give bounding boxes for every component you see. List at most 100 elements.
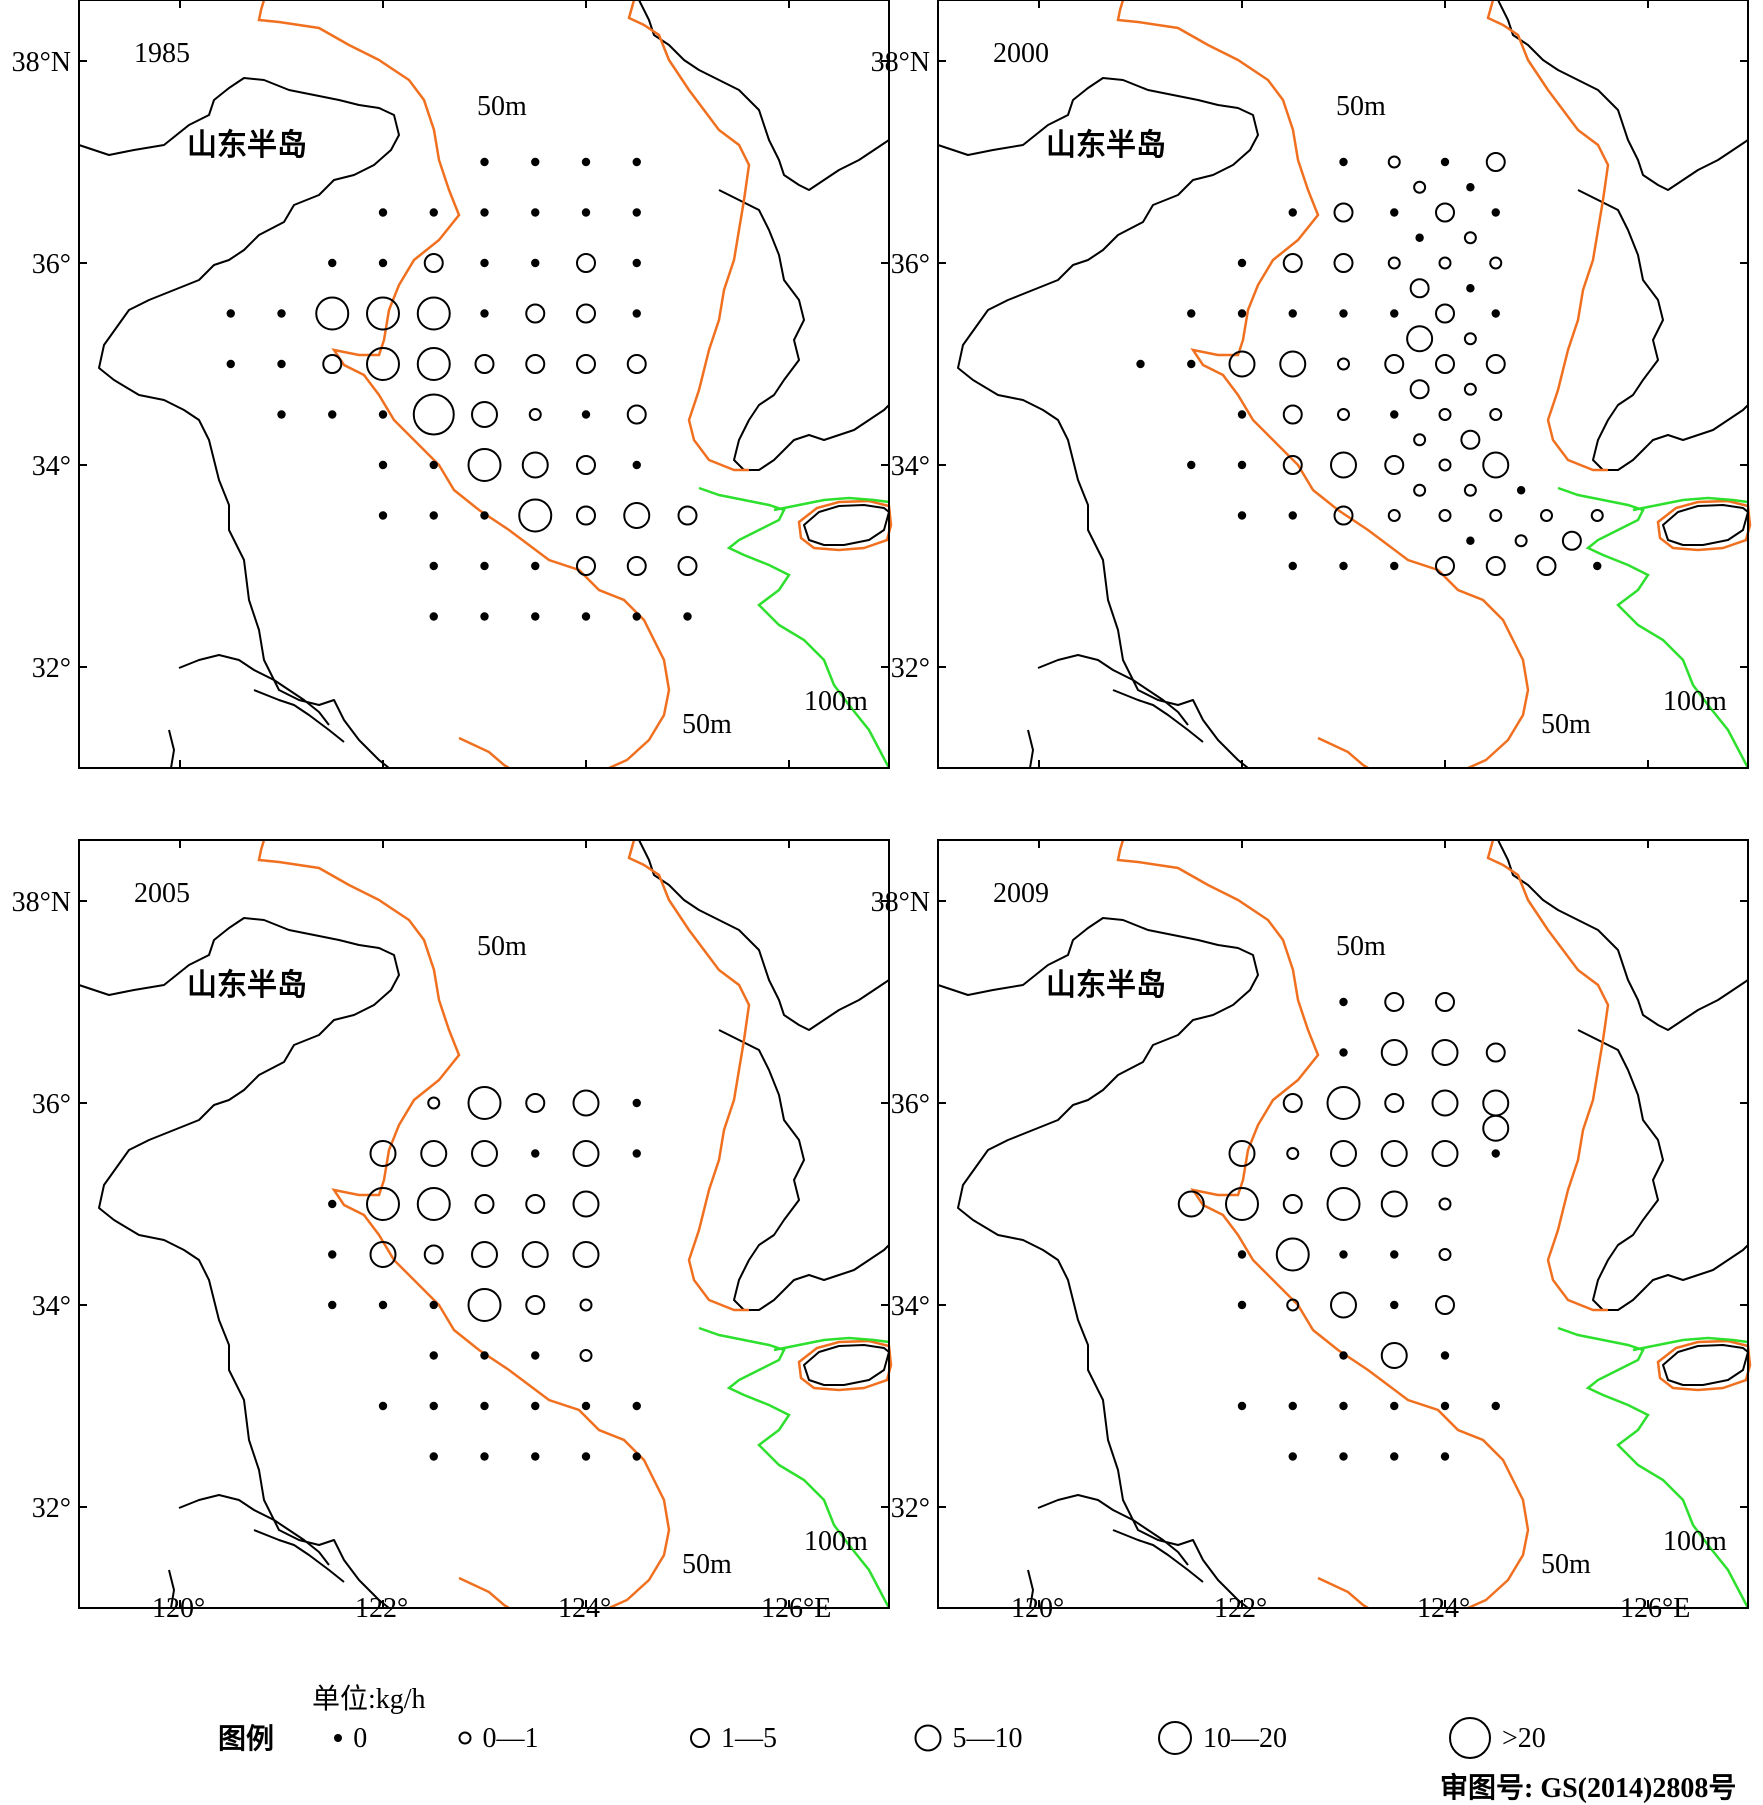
station-point xyxy=(1463,332,1477,346)
lat-tick-label: 32° xyxy=(891,653,930,684)
coastline xyxy=(1027,729,1034,769)
isobath-50m xyxy=(458,736,510,770)
lat-tick-label: 34° xyxy=(891,1291,930,1322)
station-point xyxy=(525,1093,546,1113)
station-point xyxy=(1286,1147,1300,1160)
isobath-50m-label: 50m xyxy=(1336,91,1386,122)
station-point xyxy=(1431,1039,1459,1066)
station-point xyxy=(474,1194,495,1214)
legend-symbol-zero xyxy=(334,1734,342,1742)
station-point-zero xyxy=(1288,511,1297,520)
station-point xyxy=(1438,458,1452,472)
coastline xyxy=(168,729,175,769)
station-point xyxy=(528,408,542,421)
station-point-zero xyxy=(1237,309,1247,318)
station-point xyxy=(1333,202,1354,223)
coastline xyxy=(178,1494,330,1566)
station-point xyxy=(369,1140,397,1167)
station-point xyxy=(1431,1140,1459,1167)
station-point xyxy=(576,253,596,273)
station-point-zero xyxy=(328,1199,337,1209)
station-point-zero xyxy=(531,612,540,621)
lat-tick-label: 38°N xyxy=(871,887,930,918)
station-point-zero xyxy=(1187,359,1196,369)
station-point xyxy=(1380,1039,1408,1066)
station-point-zero xyxy=(1288,309,1297,318)
lat-tick-label: 38°N xyxy=(871,47,930,78)
panel-year: 1985 xyxy=(134,38,190,69)
station-point xyxy=(420,1140,448,1167)
station-point-zero xyxy=(1390,208,1399,217)
station-point xyxy=(1333,505,1354,526)
legend-label: 10—20 xyxy=(1203,1723,1287,1754)
station-point-zero xyxy=(1237,1250,1247,1259)
station-point-zero xyxy=(429,1300,438,1310)
station-point-zero xyxy=(226,359,235,369)
lon-tick-label: 120° xyxy=(1011,1593,1064,1624)
isobath-50m-label: 50m xyxy=(682,709,732,740)
station-point xyxy=(467,1288,502,1322)
lon-tick-label: 126°E xyxy=(1620,1593,1690,1624)
lat-tick-label: 38°N xyxy=(12,47,71,78)
station-point xyxy=(471,1241,498,1268)
station-point-zero xyxy=(378,460,388,470)
station-point-zero xyxy=(1593,561,1602,571)
station-point-zero xyxy=(632,612,641,621)
lon-tick-label: 126°E xyxy=(761,1593,831,1624)
legend-label: 5—10 xyxy=(953,1723,1023,1754)
station-point xyxy=(576,556,596,576)
station-point xyxy=(572,1241,600,1268)
isobath-100m xyxy=(773,1336,890,1352)
station-point xyxy=(1380,1342,1408,1369)
legend-symbol xyxy=(1449,1717,1491,1759)
isobath-100m xyxy=(698,486,891,769)
station-point xyxy=(1282,455,1303,475)
coastline xyxy=(253,689,345,743)
station-point xyxy=(1409,278,1430,299)
legend-title: 图例 xyxy=(218,1723,274,1755)
coastline xyxy=(78,917,400,1609)
station-point xyxy=(1384,1093,1405,1113)
isobath-50m xyxy=(458,1576,510,1610)
region-label: 山东半岛 xyxy=(187,968,307,1002)
station-point xyxy=(1463,231,1477,245)
station-point xyxy=(1514,534,1528,548)
station-point xyxy=(1482,451,1510,479)
isobath-100m-label: 100m xyxy=(804,686,868,717)
station-point xyxy=(1380,1190,1408,1218)
lat-tick-label: 32° xyxy=(32,1493,71,1524)
station-point xyxy=(1561,530,1582,551)
station-point-zero xyxy=(1390,309,1399,318)
coastline xyxy=(168,1569,175,1609)
lat-tick-label: 32° xyxy=(32,653,71,684)
station-point-zero xyxy=(328,1250,337,1259)
map-panel: 1985 山东半岛 50m 50m 100m xyxy=(78,0,893,770)
station-point xyxy=(579,1349,593,1362)
station-point-zero xyxy=(1516,486,1526,495)
station-point xyxy=(412,393,455,436)
station-point-zero xyxy=(632,1098,641,1108)
station-point-zero xyxy=(1440,1401,1450,1411)
station-point xyxy=(576,303,596,324)
station-point xyxy=(1438,408,1452,421)
station-point xyxy=(1282,404,1303,425)
station-point-zero xyxy=(277,359,286,369)
station-point-zero xyxy=(429,1351,438,1360)
station-point-zero xyxy=(1466,183,1475,192)
coastline xyxy=(1037,654,1189,726)
isobath-100m xyxy=(1632,496,1749,512)
station-point-zero xyxy=(1339,561,1348,571)
panel-frame xyxy=(937,839,1749,1609)
station-point xyxy=(1438,509,1452,522)
lat-tick-label: 36° xyxy=(891,1089,930,1120)
isobath-100m-label: 100m xyxy=(1663,686,1727,717)
station-point xyxy=(366,347,400,381)
station-point xyxy=(576,455,596,475)
station-point xyxy=(471,1140,498,1167)
station-point-zero xyxy=(632,1401,641,1411)
isobath-100m-label: 100m xyxy=(1663,1526,1727,1557)
station-point-zero xyxy=(632,258,641,268)
station-point-zero xyxy=(429,561,438,571)
station-point-zero xyxy=(1136,359,1145,369)
